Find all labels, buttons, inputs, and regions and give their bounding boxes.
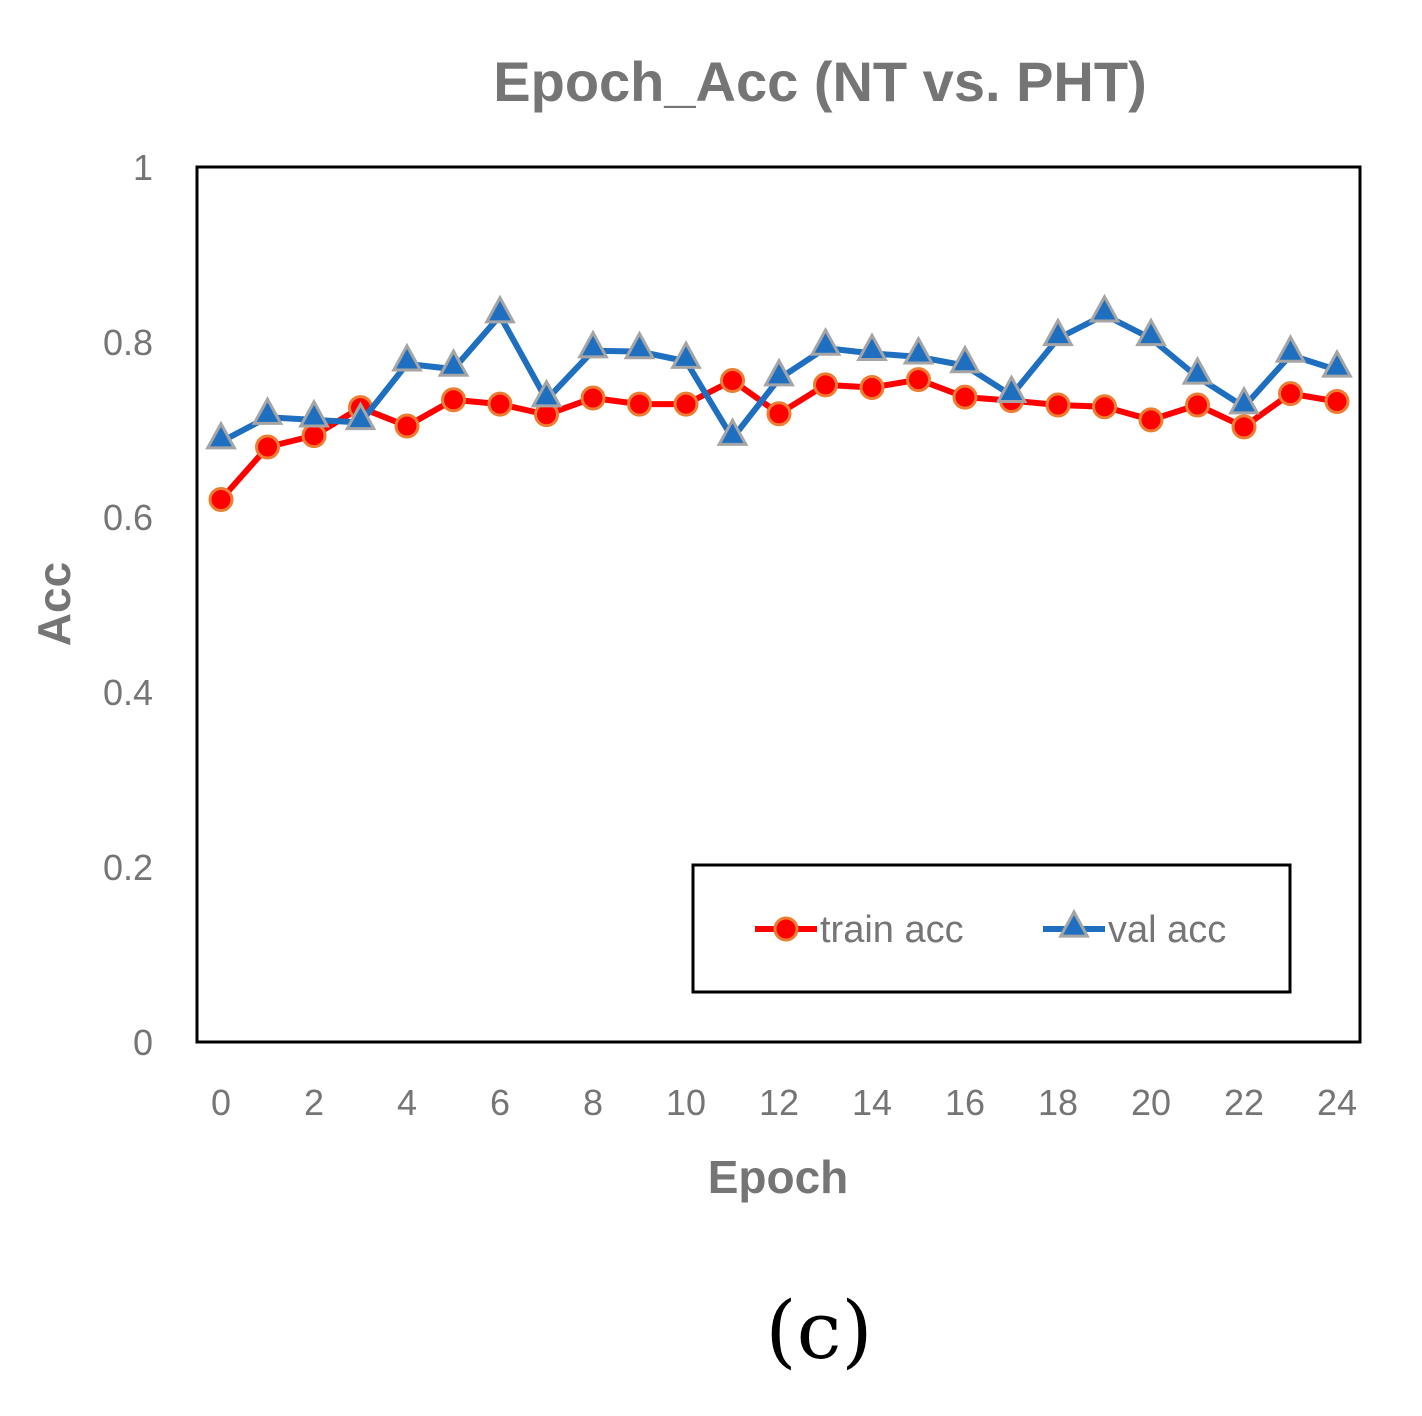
x-tick-label: 14 (852, 1082, 892, 1123)
x-axis-label: Epoch (708, 1151, 849, 1203)
data-point (577, 329, 609, 359)
data-point (205, 420, 237, 450)
data-point (1324, 389, 1350, 414)
data-point (1185, 392, 1210, 418)
legend-label: train acc (820, 909, 964, 951)
y-tick-label: 0.4 (103, 672, 153, 713)
y-tick-label: 1 (133, 147, 153, 188)
data-point (809, 327, 842, 356)
data-point (766, 401, 792, 427)
legend-label: val acc (1108, 909, 1226, 951)
data-point (1181, 355, 1214, 385)
x-tick-label: 6 (490, 1082, 510, 1123)
data-point (251, 396, 284, 425)
figure-caption: (c) (765, 1284, 872, 1377)
x-tick-label: 18 (1038, 1082, 1078, 1123)
data-point (298, 398, 330, 428)
data-point (1231, 414, 1257, 440)
data-point (484, 294, 516, 324)
data-point (255, 434, 280, 460)
legend-item: val acc (1043, 908, 1226, 951)
y-axis-ticks: 0 0.2 0.4 0.6 0.8 1 (103, 147, 153, 1063)
chart-title: Epoch_Acc (NT vs. PHT) (493, 50, 1146, 113)
legend-items: train acc val acc (755, 908, 1226, 951)
x-tick-label: 12 (759, 1082, 799, 1123)
x-tick-label: 4 (397, 1082, 417, 1123)
y-tick-label: 0.2 (103, 847, 153, 888)
y-axis-label: Acc (28, 562, 80, 646)
series-line (218, 376, 1338, 502)
data-point (856, 332, 888, 361)
y-tick-label: 0 (133, 1022, 153, 1063)
series-train-acc (208, 367, 1350, 512)
data-point (716, 417, 749, 446)
data-point (487, 391, 513, 417)
data-point (906, 367, 931, 393)
series-val-acc (205, 293, 1353, 450)
data-point (813, 372, 838, 398)
data-point (720, 368, 745, 393)
data-point (902, 335, 935, 365)
data-point (1092, 394, 1117, 420)
x-tick-label: 10 (666, 1082, 706, 1123)
x-tick-label: 0 (211, 1082, 231, 1123)
data-point (1135, 317, 1167, 347)
x-tick-label: 2 (304, 1082, 324, 1123)
data-point (1321, 348, 1353, 378)
data-point (673, 391, 699, 417)
data-point (952, 384, 978, 410)
data-point (1042, 317, 1074, 347)
legend-item: train acc (755, 909, 964, 951)
legend-marker (1058, 908, 1090, 938)
data-point (394, 413, 420, 439)
data-point (627, 391, 652, 417)
data-point (763, 357, 795, 387)
data-point (580, 385, 606, 411)
data-point (437, 348, 470, 377)
x-tick-label: 16 (945, 1082, 985, 1123)
x-tick-label: 20 (1131, 1082, 1171, 1123)
data-point (344, 401, 377, 431)
data-point (623, 330, 656, 360)
data-point (530, 378, 563, 408)
legend: train acc val acc (691, 863, 1292, 994)
plot-area-frame (195, 165, 1362, 1044)
data-point (1228, 385, 1260, 415)
y-tick-label: 0.6 (103, 497, 153, 538)
data-point (208, 487, 234, 512)
data-point (1138, 407, 1164, 433)
legend-marker (773, 916, 799, 942)
x-axis-ticks: 0 2 4 6 8 10 12 14 16 18 20 22 24 (211, 1082, 1357, 1123)
x-tick-label: 8 (583, 1082, 603, 1123)
y-tick-label: 0.8 (103, 322, 153, 363)
data-point (1274, 334, 1307, 363)
x-tick-label: 22 (1224, 1082, 1264, 1123)
data-point (1045, 392, 1071, 418)
data-point (995, 374, 1028, 403)
series-layer (205, 293, 1353, 512)
data-point (670, 340, 702, 369)
data-point (949, 344, 981, 374)
x-tick-label: 24 (1317, 1082, 1357, 1123)
data-point (391, 342, 423, 372)
data-point (301, 423, 327, 449)
data-point (441, 387, 466, 413)
data-point (1088, 293, 1121, 323)
data-point (1278, 381, 1303, 407)
data-point (859, 375, 885, 400)
